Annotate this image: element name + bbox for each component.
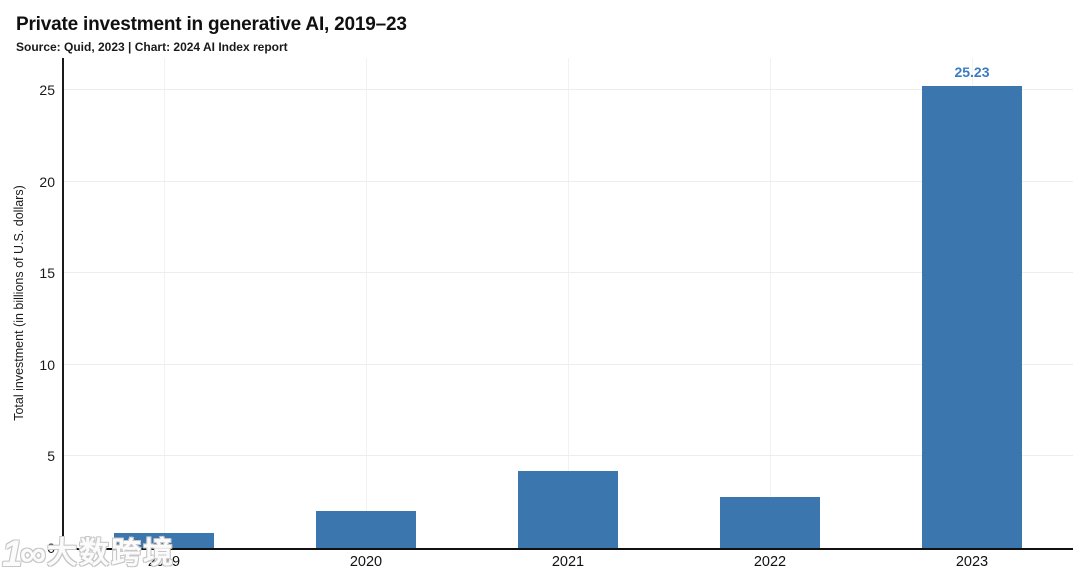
- gridline-v-2022: [769, 58, 771, 548]
- x-tick-label-2020: 2020: [349, 554, 383, 570]
- gridline-v-2019: [163, 58, 165, 548]
- x-axis-labels: 2019 2020 2021 2022 2023: [63, 554, 1073, 576]
- bar-2019: [114, 533, 214, 548]
- x-axis-line: [62, 548, 1073, 550]
- gridline-h-15: [63, 272, 1073, 274]
- y-axis-line: [62, 58, 64, 548]
- y-tick-label-0: 0: [47, 540, 55, 556]
- bar-value-label-2023: 25.23: [954, 63, 990, 80]
- gridline-h-20: [63, 180, 1073, 182]
- chart-source: Source: Quid, 2023 | Chart: 2024 AI Inde…: [16, 40, 288, 54]
- bar-2022: [720, 496, 820, 548]
- gridline-v-2021: [567, 58, 569, 548]
- chart-title: Private investment in generative AI, 201…: [16, 14, 407, 35]
- bar-2020: [316, 511, 416, 548]
- gridline-v-2020: [365, 58, 367, 548]
- x-tick-label-2019: 2019: [147, 554, 181, 570]
- y-tick-label-10: 10: [39, 356, 55, 373]
- chart-header: Private investment in generative AI, 201…: [16, 14, 407, 54]
- bar-2021: [518, 471, 618, 548]
- x-tick-label-2021: 2021: [551, 554, 585, 570]
- plot-area: 25.23: [62, 58, 1073, 550]
- bar-2023: [922, 85, 1022, 548]
- y-tick-label-15: 15: [39, 265, 55, 282]
- x-tick-label-2023: 2023: [955, 554, 989, 570]
- y-tick-label-25: 25: [39, 82, 55, 99]
- gridline-h-5: [63, 455, 1073, 457]
- gridline-h-25: [63, 89, 1073, 91]
- y-tick-label-20: 20: [39, 173, 55, 190]
- y-tick-label-5: 5: [47, 448, 55, 465]
- x-tick-label-2022: 2022: [753, 554, 787, 570]
- y-axis-tick-labels: 0 5 10 15 20 25: [0, 58, 55, 556]
- gridline-h-10: [63, 363, 1073, 365]
